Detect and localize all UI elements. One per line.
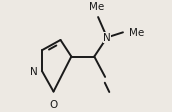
Text: N: N xyxy=(30,67,38,76)
Text: Me: Me xyxy=(129,28,144,38)
Text: N: N xyxy=(103,33,111,43)
Text: O: O xyxy=(49,99,58,109)
Text: Me: Me xyxy=(89,2,104,12)
